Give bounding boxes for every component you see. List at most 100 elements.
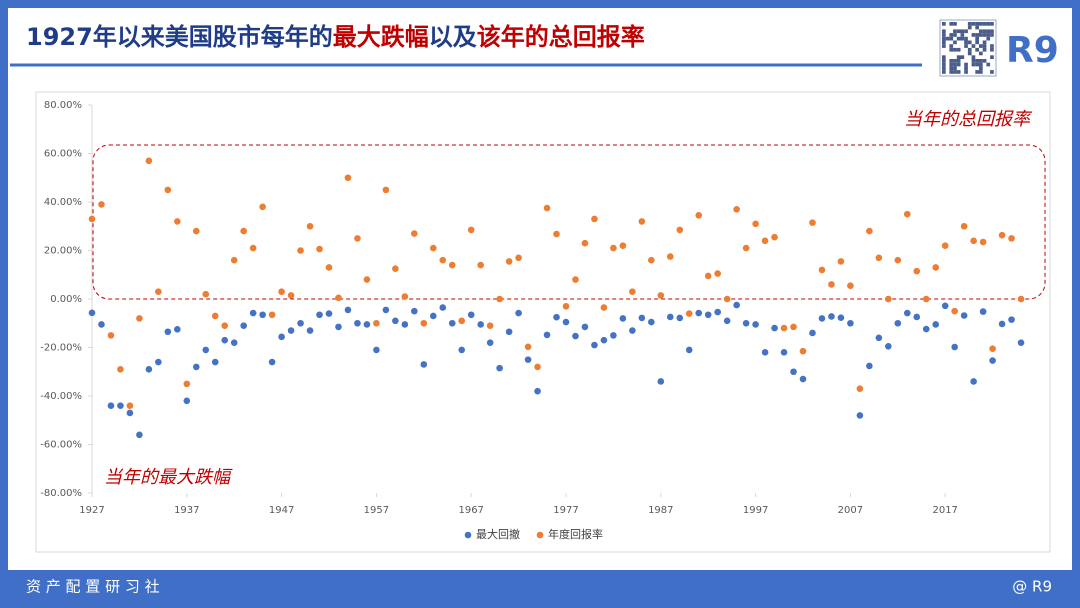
point bbox=[373, 346, 380, 354]
qr-cell bbox=[960, 55, 965, 59]
qr-cell bbox=[942, 66, 946, 71]
qr-cell bbox=[979, 29, 983, 34]
point bbox=[230, 256, 238, 264]
qr-cell bbox=[967, 51, 972, 56]
point bbox=[354, 235, 361, 242]
qr-cell bbox=[956, 55, 961, 59]
point bbox=[174, 326, 181, 333]
title-part: 1927年以来美国股市每年的 bbox=[26, 23, 333, 51]
point bbox=[970, 237, 977, 245]
point bbox=[960, 222, 968, 230]
point bbox=[164, 186, 172, 194]
point bbox=[477, 321, 484, 328]
point bbox=[875, 254, 883, 262]
point bbox=[221, 336, 229, 344]
point bbox=[629, 288, 636, 296]
qr-cell bbox=[990, 70, 994, 74]
point bbox=[268, 311, 276, 319]
qr-cell bbox=[971, 59, 976, 63]
point bbox=[335, 323, 342, 331]
qr-cell bbox=[960, 36, 965, 41]
point bbox=[600, 304, 608, 311]
qr-cell bbox=[982, 44, 987, 48]
qr-cell bbox=[990, 29, 994, 34]
point bbox=[1017, 339, 1025, 346]
qr-cell bbox=[964, 44, 968, 48]
point bbox=[486, 339, 494, 346]
point bbox=[818, 266, 826, 274]
point bbox=[799, 375, 807, 383]
qr-cell bbox=[953, 70, 957, 74]
point bbox=[401, 321, 409, 328]
point bbox=[610, 244, 617, 252]
qr-cell bbox=[982, 59, 987, 63]
point bbox=[439, 304, 447, 311]
annotation: 当年的最大跌幅 bbox=[104, 467, 233, 488]
point bbox=[448, 319, 456, 327]
qr-cell bbox=[949, 44, 954, 48]
qr-cell bbox=[967, 40, 972, 45]
point bbox=[429, 312, 437, 320]
point bbox=[979, 238, 987, 246]
annotation: 当年的总回报率 bbox=[904, 109, 1033, 130]
qr-cell bbox=[979, 70, 983, 74]
x-tick-label: 1927 bbox=[79, 505, 104, 516]
point bbox=[733, 301, 740, 309]
qr-cell bbox=[960, 29, 965, 34]
point bbox=[268, 358, 276, 366]
qr-cell bbox=[964, 62, 968, 67]
point bbox=[202, 346, 210, 354]
point bbox=[155, 358, 162, 366]
point bbox=[145, 157, 153, 165]
point bbox=[505, 328, 513, 336]
point bbox=[989, 357, 996, 364]
qr-cell bbox=[975, 33, 979, 37]
footer-right: @ R9 bbox=[1012, 578, 1052, 596]
qr-cell bbox=[986, 22, 991, 26]
qr-cell bbox=[942, 55, 946, 59]
qr-cell bbox=[942, 62, 946, 67]
point bbox=[543, 331, 551, 339]
point bbox=[411, 307, 418, 315]
point bbox=[591, 215, 598, 223]
point bbox=[98, 321, 105, 328]
point bbox=[666, 253, 674, 260]
title-part: 该年的总回报率 bbox=[477, 23, 645, 51]
qr-cell bbox=[971, 33, 976, 37]
point bbox=[183, 397, 191, 405]
legend-label: 最大回撤 bbox=[476, 527, 520, 541]
qr-cell bbox=[964, 66, 968, 71]
point bbox=[761, 237, 769, 245]
point bbox=[486, 322, 494, 329]
x-tick-label: 1957 bbox=[364, 505, 389, 516]
point bbox=[278, 288, 285, 296]
point bbox=[903, 309, 911, 317]
point bbox=[467, 311, 475, 319]
point bbox=[951, 343, 958, 351]
qr-cell bbox=[979, 66, 983, 71]
point bbox=[392, 265, 399, 272]
qr-cell bbox=[982, 40, 987, 45]
qr-cell bbox=[975, 62, 979, 67]
point bbox=[117, 366, 124, 373]
point bbox=[922, 325, 930, 333]
point bbox=[828, 281, 835, 288]
qr-cell bbox=[975, 40, 979, 45]
point bbox=[581, 323, 589, 331]
qr-cell bbox=[990, 47, 994, 52]
point bbox=[107, 402, 115, 410]
qr-cell bbox=[990, 55, 994, 59]
qr-cell bbox=[953, 40, 957, 45]
point bbox=[847, 319, 854, 327]
qr-cell bbox=[942, 59, 946, 63]
point bbox=[249, 309, 257, 317]
point bbox=[970, 378, 977, 385]
qr-cell bbox=[979, 59, 983, 63]
slide-panel bbox=[8, 8, 1072, 570]
point bbox=[818, 315, 826, 322]
y-tick-label: 80.00% bbox=[44, 100, 82, 111]
point bbox=[534, 387, 541, 395]
point bbox=[363, 276, 371, 283]
y-tick-label: 20.00% bbox=[44, 246, 82, 257]
qr-cell bbox=[975, 25, 979, 30]
